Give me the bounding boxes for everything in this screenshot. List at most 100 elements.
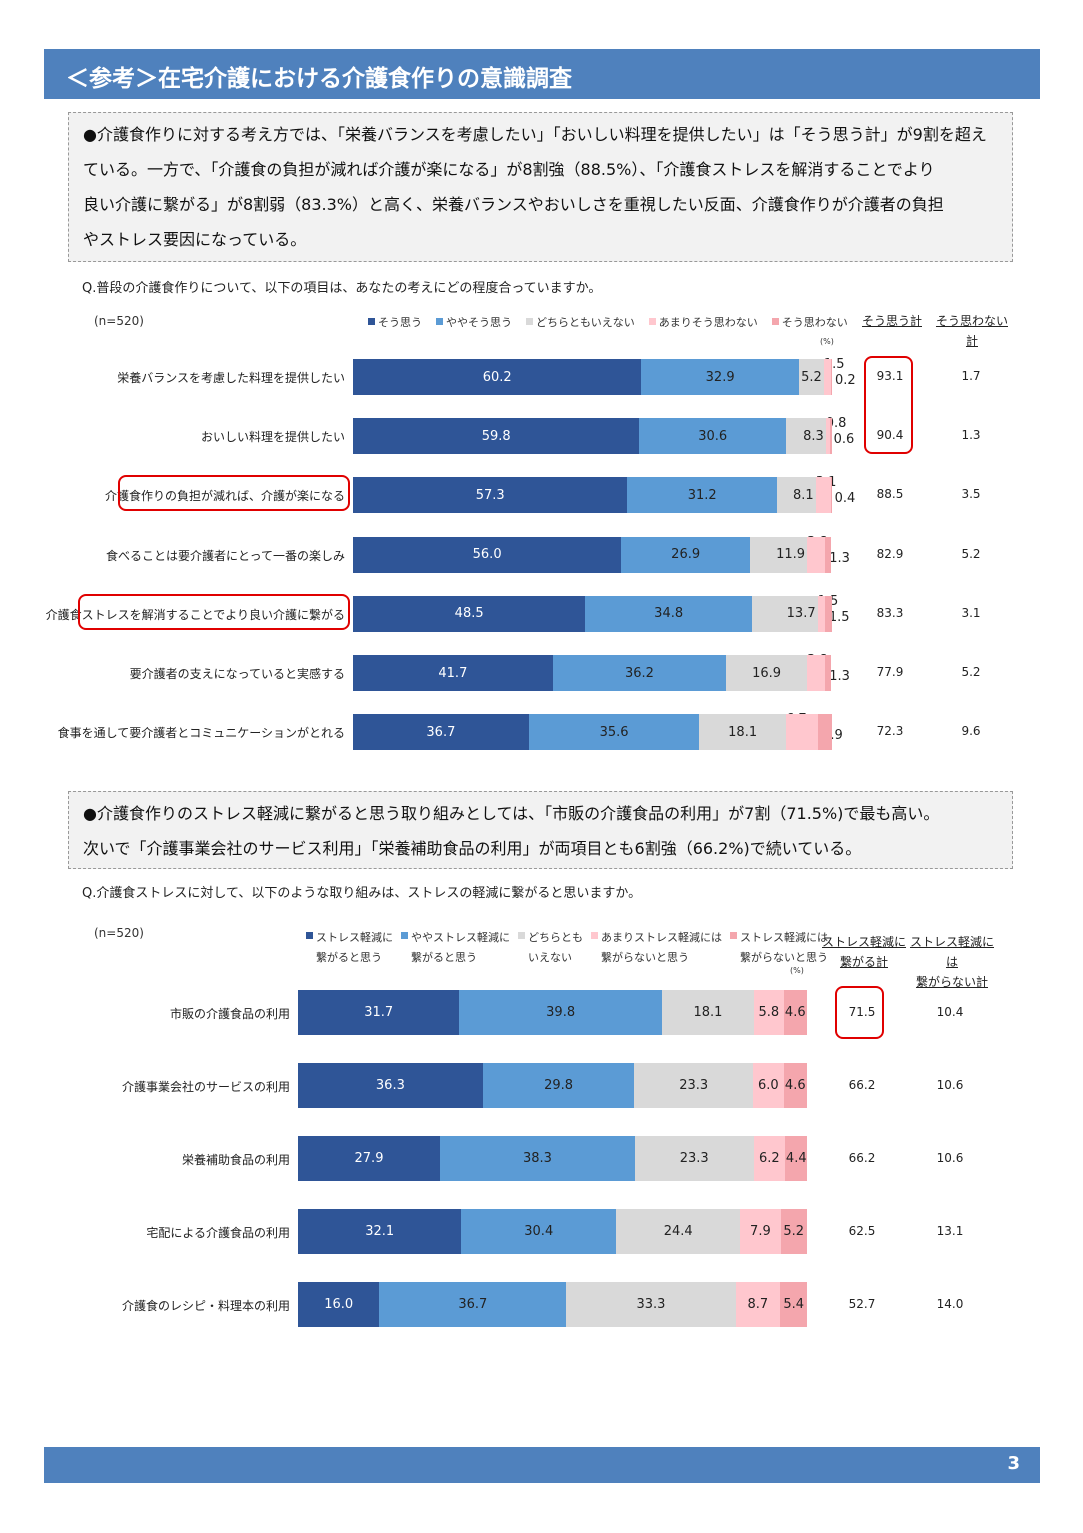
bar-segment: 5.4 [780,1282,808,1327]
bar-segment: 26.9 [621,536,751,573]
total-disagree-value: 13.1 [936,1223,964,1238]
page-title: ＜参考＞在宅介護における介護食作りの意識調査 [66,66,572,92]
legend-label: あまりそう思わない [658,316,758,329]
bar-segment: 5.2 [798,359,824,395]
value-label: 32.1 [365,1224,395,1239]
legend-item: ややストレス軽減に 繋がると思う [401,928,510,968]
bar-segment: 39.8 [459,990,662,1035]
bar-segment: 56.0 [353,536,622,573]
value-label: 30.6 [698,428,728,444]
value-label: 5.2 [783,1224,805,1239]
stacked-bar: 59.8 30.6 8.3 [353,418,833,455]
bar-segment: 29.8 [482,1063,635,1108]
bar-segment: 16.0 [298,1282,380,1327]
legend-item: どちらともいえない [526,314,635,330]
bar-segment: 5.8 [754,990,784,1035]
value-label: 4.4 [785,1151,807,1166]
value-label: 13.7 [786,606,816,622]
bar-segment: 59.8 [353,418,640,455]
stacked-bar: 41.7 36.2 16.9 [353,655,832,691]
legend-label: ストレス軽減に 繋がると思う [316,931,393,964]
value-label: 0.4 [834,491,856,507]
stacked-bar: 32.1 30.4 24.4 7.9 5.2 [298,1209,807,1254]
value-label: 36.7 [458,1297,488,1312]
value-label: 33.3 [636,1297,666,1312]
summary-note-1: ●介護食作りに対する考え方では、「栄養バランスを考慮したい」「おいしい料理を提供… [68,112,1013,262]
total-agree-value: 66.2 [848,1150,876,1165]
legend-swatch [306,932,313,939]
total-agree-value: 72.3 [876,724,904,739]
legend-swatch [771,318,779,325]
page-number: 3 [1007,1453,1020,1474]
total-agree-value: 52.7 [848,1296,876,1311]
value-label: 24.4 [663,1224,693,1239]
stacked-bar: 16.0 36.7 33.3 8.7 5.4 [298,1282,808,1327]
value-label: 18.1 [728,724,758,740]
legend-swatch [730,932,737,939]
total-disagree-header-1: そう思わない計 [935,314,1008,348]
bar-segment [785,714,819,751]
value-label: 48.5 [454,606,484,622]
value-label: 1.5 [828,609,850,625]
note-line: 次いで「介護事業会社のサービス利用」「栄養補助食品の利用」が両項目とも6割強（6… [83,839,862,858]
footer-bar: 3 [44,1447,1040,1483]
total-agree-header-2: ストレス軽減に 繋がる計 [822,935,907,969]
value-label: 27.9 [354,1151,384,1166]
row-label: 要介護者の支えになっていると実感する [129,667,345,681]
value-label: 59.8 [481,428,511,444]
value-label: 11.9 [776,547,806,563]
bar-segment [824,595,832,632]
bar-segment: 11.9 [750,536,808,573]
highlight-box [78,594,350,630]
row-label: 栄養補助食品の利用 [181,1152,290,1167]
bar-segment [807,655,826,691]
question-1: Q.普段の介護食作りについて、以下の項目は、あなたの考えにどの程度合っていますか… [82,281,602,296]
legend-2: ストレス軽減に 繋がると思う ややストレス軽減に 繋がると思う どちらとも いえない… [306,928,836,968]
legend-swatch [591,932,598,939]
value-label: 31.7 [364,1005,394,1020]
total-agree-value: 66.2 [848,1077,876,1092]
value-label: 30.4 [524,1224,554,1239]
bar-segment: 31.2 [627,477,777,514]
total-agree-value: 90.4 [876,428,904,443]
value-label: 26.9 [671,547,701,563]
value-label: 0.6 [833,432,855,448]
stacked-bar: 36.3 29.8 23.3 6.0 4.6 [298,1063,807,1108]
row-label: 栄養バランスを考慮した料理を提供したい [117,371,345,385]
bar-segment: 33.3 [566,1282,736,1327]
bar-segment [831,359,832,395]
header-bar: ＜参考＞在宅介護における介護食作りの意識調査 [44,49,1040,99]
bar-segment [829,418,833,455]
total-disagree-value: 3.5 [961,487,981,502]
value-label: 5.8 [758,1005,780,1020]
total-agree-value: 93.1 [876,369,904,383]
legend-label: あまりストレス軽減には 繋がらないと思う [601,931,722,964]
legend-item: ストレス軽減には 繋がらないと思う [730,928,828,968]
value-label: 5.2 [801,369,822,385]
highlight-box [835,986,884,1039]
total-disagree-value: 1.7 [961,369,981,383]
bar-segment: 5.2 [780,1209,807,1254]
value-label: 7.9 [750,1224,771,1239]
value-label: 16.0 [324,1297,354,1312]
bar-segment [815,477,831,514]
total-disagree-value: 3.1 [961,605,981,620]
stacked-bar: 57.3 31.2 8.1 [353,477,833,514]
sample-size-2: (n=520) [94,926,144,940]
total-agree-value: 83.3 [876,605,904,620]
total-disagree-value: 5.2 [961,546,981,561]
row-label: おいしい料理を提供したい [200,430,345,445]
legend-item: あまりストレス軽減には 繋がらないと思う [591,928,722,968]
legend-item: そう思わない [771,314,848,330]
bar-segment: 7.9 [740,1209,781,1254]
legend-swatch [648,318,656,325]
value-label: 6.2 [758,1151,780,1166]
bar-segment: 8.1 [776,477,816,514]
bar-segment: 38.3 [440,1136,635,1181]
total-disagree-value: 10.6 [936,1150,964,1165]
note-line: 良い介護に繋がる」が8割弱（83.3%）と高く、栄養バランスやおいしさを重視した… [83,195,944,214]
stacked-bar: 36.7 35.6 18.1 [353,714,832,751]
bar-segment: 36.3 [298,1063,483,1108]
bar-segment: 16.9 [726,655,808,691]
value-label: 56.0 [472,547,502,563]
